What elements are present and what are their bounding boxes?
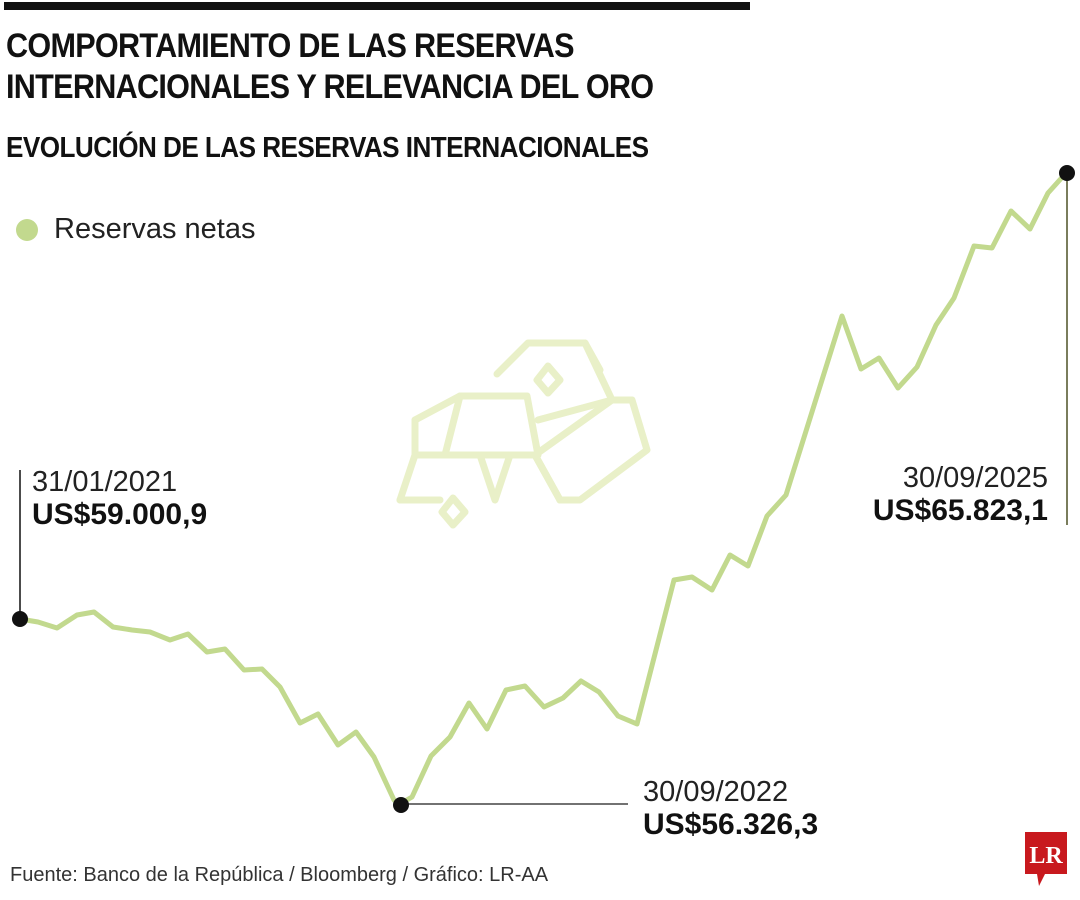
area-fill: [20, 173, 1066, 804]
source-footer: Fuente: Banco de la República / Bloomber…: [10, 864, 549, 886]
annotation-start-value: US$59.000,9: [32, 498, 208, 531]
gold-bars-icon: [396, 339, 651, 529]
annotation-min-value: US$56.326,3: [643, 808, 819, 841]
marker-end: [1059, 165, 1075, 181]
series-line-reservas-netas: [17, 170, 1069, 807]
marker-min: [393, 797, 409, 813]
title-line-1: COMPORTAMIENTO DE LAS RESERVAS: [6, 27, 575, 65]
lr-logo-icon: LR: [1025, 832, 1067, 886]
annotation-start-date: 31/01/2021: [32, 466, 178, 498]
top-rule: [4, 2, 750, 10]
chart-subtitle: EVOLUCIÓN DE LAS RESERVAS INTERNACIONALE…: [6, 132, 649, 164]
annotation-end: 30/09/2025 US$65.823,1: [873, 462, 1048, 528]
logo-text: LR: [1029, 843, 1063, 869]
title-line-2: INTERNACIONALES Y RELEVANCIA DEL ORO: [6, 68, 654, 106]
annotation-min: 30/09/2022 US$56.326,3: [643, 776, 818, 842]
annotation-end-date: 30/09/2025: [902, 462, 1048, 494]
legend-label: Reservas netas: [54, 213, 256, 245]
annotation-end-value: US$65.823,1: [872, 494, 1048, 527]
annotation-min-date: 30/09/2022: [643, 776, 789, 808]
page-title: COMPORTAMIENTO DE LAS RESERVAS INTERNACI…: [6, 26, 654, 108]
annotation-start: 31/01/2021 US$59.000,9: [32, 466, 207, 532]
marker-start: [12, 611, 28, 627]
legend: Reservas netas: [16, 213, 256, 246]
legend-dot-icon: [16, 218, 38, 241]
